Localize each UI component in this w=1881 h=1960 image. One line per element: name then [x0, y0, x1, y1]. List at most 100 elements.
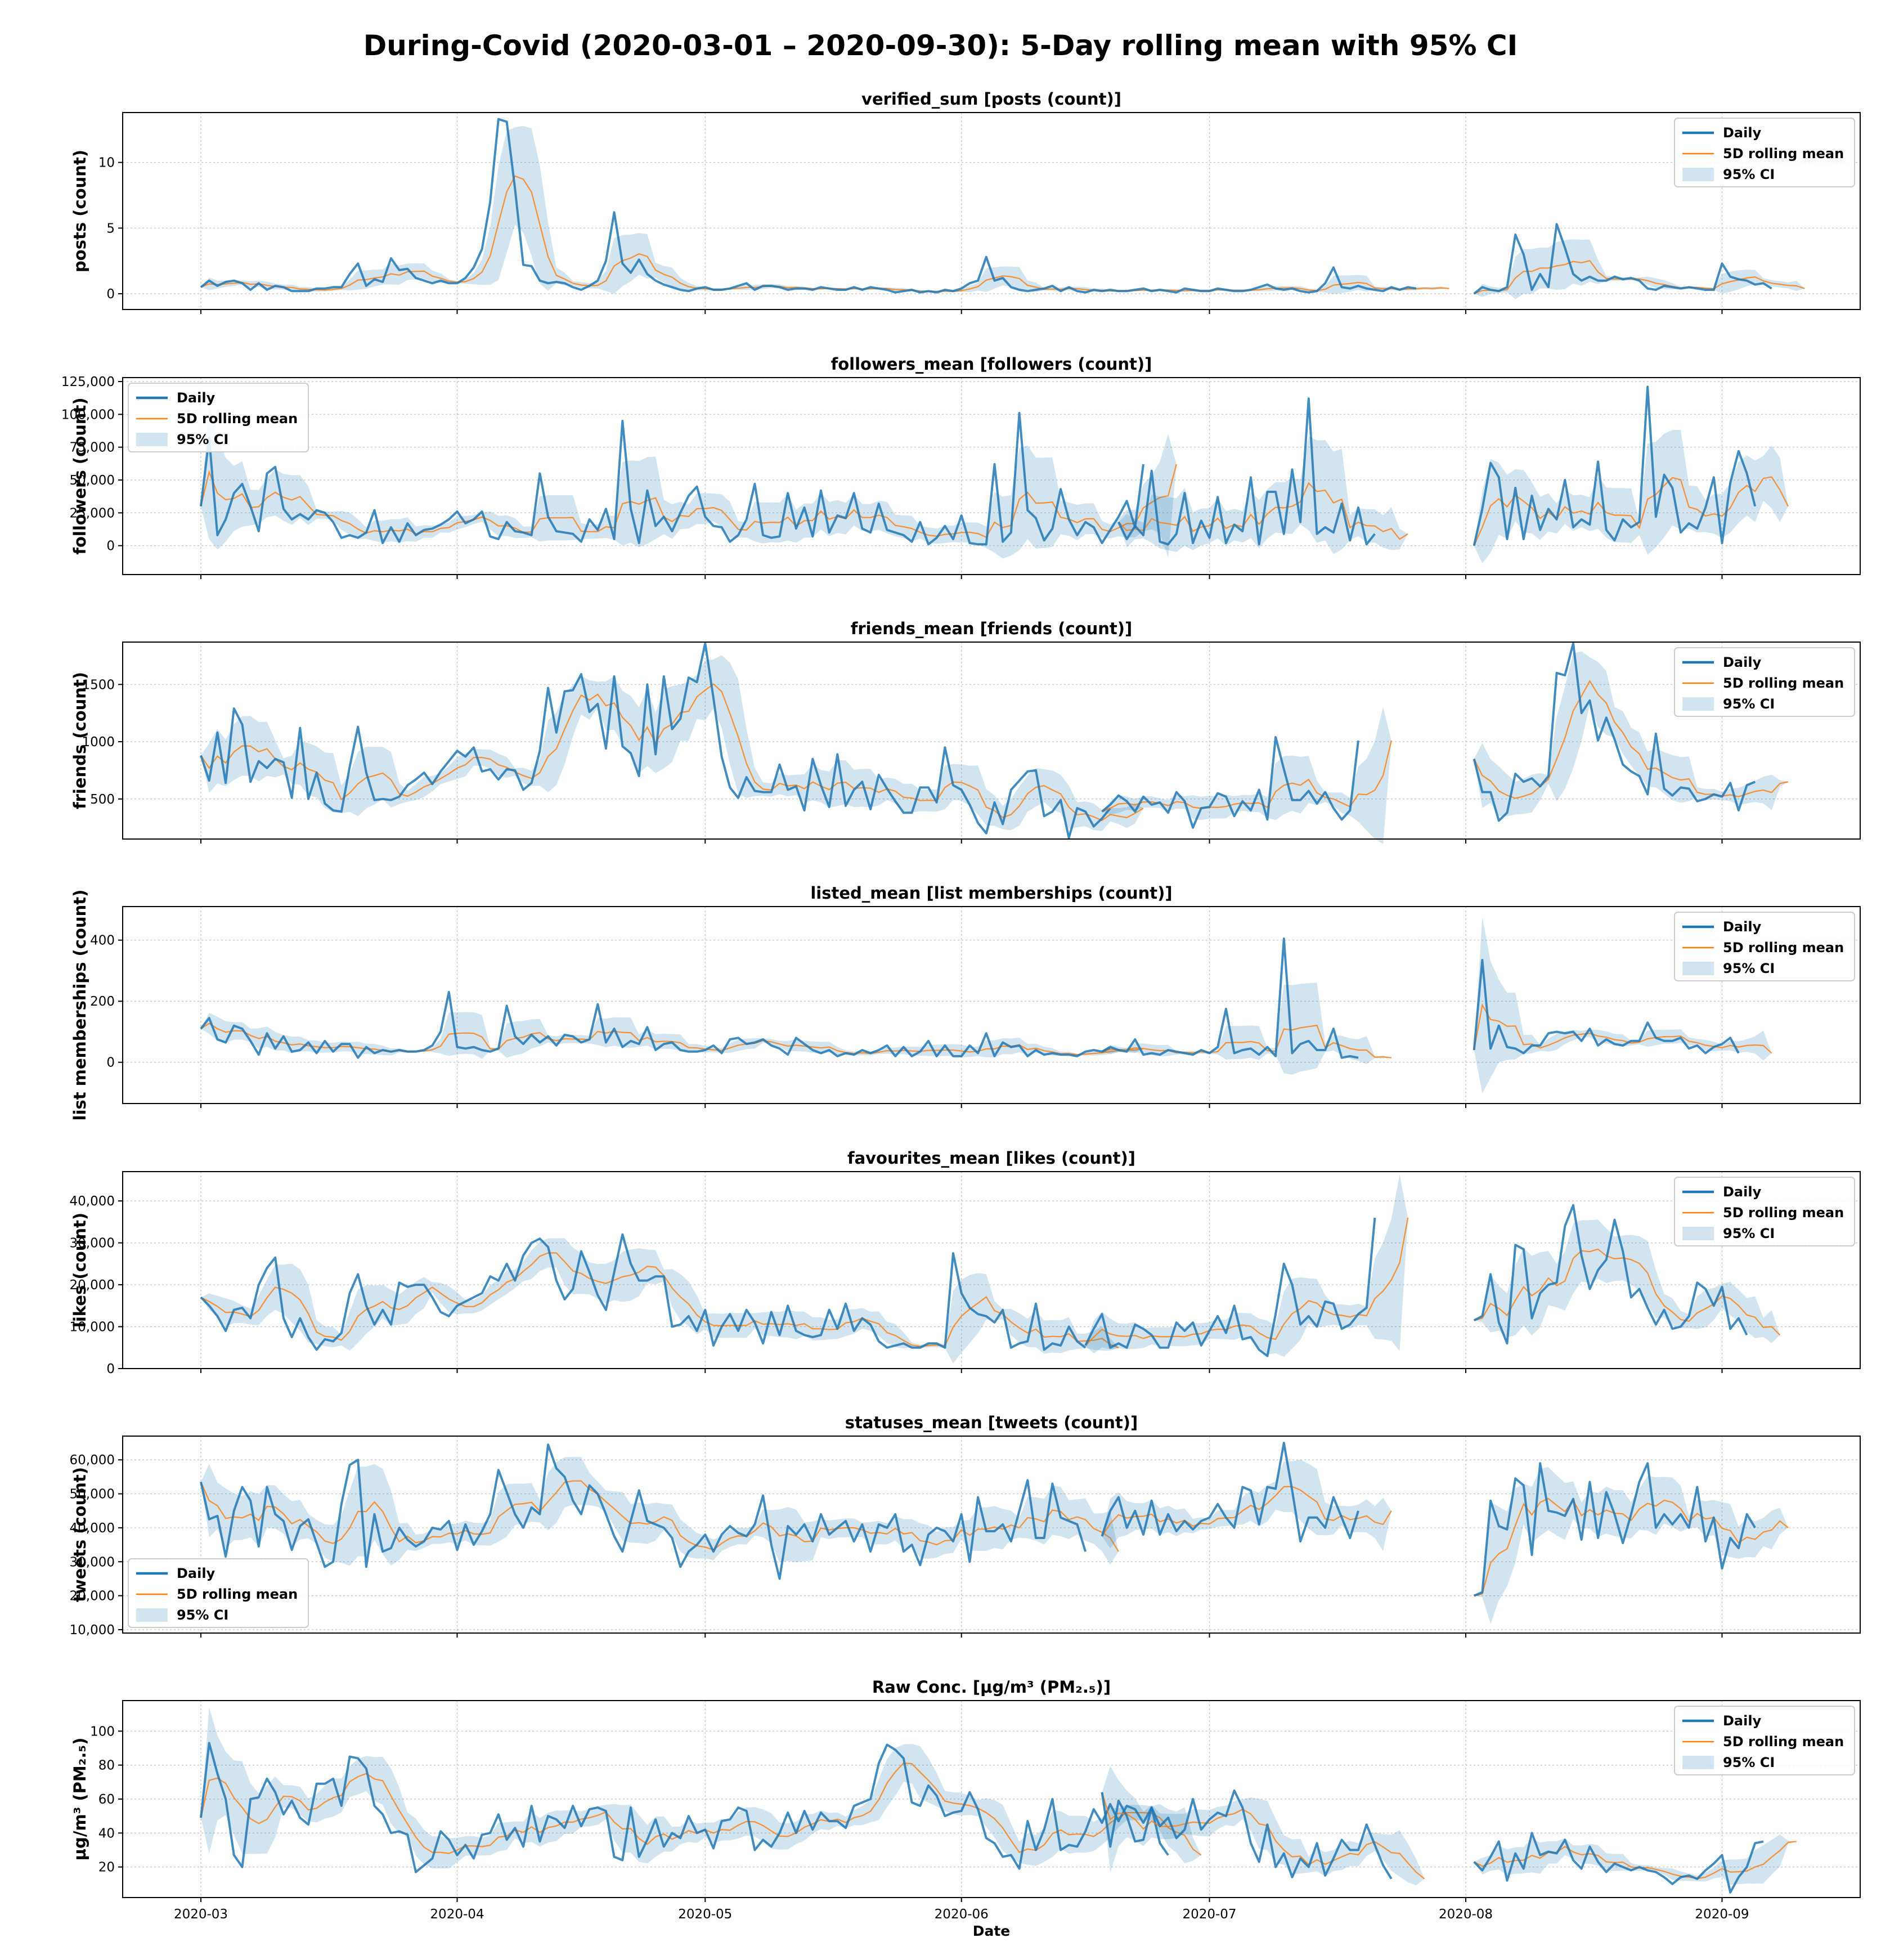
legend-daily-label: Daily [1723, 1713, 1762, 1729]
y-tick-label: 0 [106, 1362, 115, 1376]
y-tick-label: 1000 [82, 735, 115, 750]
rolling-mean-line [1101, 1792, 1425, 1880]
y-axis-label: friends (count) [70, 672, 89, 809]
y-tick-label: 500 [90, 792, 115, 807]
y-tick-label: 40,000 [70, 1194, 115, 1209]
ci-band [1474, 1467, 1788, 1624]
y-tick-label: 20,000 [70, 1589, 115, 1604]
plot-frame [122, 377, 1861, 575]
ci-band [201, 1457, 1119, 1566]
rolling-mean-line [1473, 476, 1789, 546]
y-tick-label: 0 [106, 287, 115, 302]
legend-rolling-label: 5D rolling mean [1723, 146, 1844, 162]
legend-rolling-label: 5D rolling mean [177, 1586, 298, 1602]
ci-band [1102, 1766, 1425, 1886]
daily-line [1473, 385, 1757, 546]
y-tick-label: 10,000 [70, 1623, 115, 1638]
ci-band [201, 1707, 1201, 1869]
legend: Daily 5D rolling mean 95% CI [1674, 1177, 1855, 1246]
panel-title: favourites_mean [likes (count)] [847, 1149, 1135, 1168]
ci-band [1474, 917, 1772, 1093]
legend-rolling-label: 5D rolling mean [1723, 1734, 1844, 1750]
y-tick-label: 200 [90, 994, 115, 1009]
y-tick-label: 10,000 [70, 1320, 115, 1335]
y-tick-label: 30,000 [70, 1236, 115, 1251]
rolling-mean-line [1474, 259, 1805, 295]
legend-ci-label: 95% CI [1723, 696, 1775, 712]
ci-band [1102, 707, 1391, 844]
legend-ci-label: 95% CI [1723, 961, 1775, 976]
chart-panel-1: 0 5 10 verified_sum [posts (count)] posts (c… [70, 89, 1861, 314]
chart-panel-2: 0 25,000 50,000 75,000 100,000 125,000 followe… [61, 355, 1861, 579]
daily-line [200, 412, 1144, 546]
panel-title: statuses_mean [tweets (count)] [845, 1413, 1138, 1432]
y-tick-label: 1500 [82, 678, 115, 692]
ci-band [1102, 983, 1391, 1075]
x-tick-label: 2020-09 [1695, 1907, 1749, 1922]
daily-line [1084, 1217, 1376, 1357]
legend-daily-label: Daily [1723, 919, 1762, 935]
y-tick-label: 60,000 [70, 1453, 115, 1468]
plot-frame [122, 642, 1861, 840]
legend: Daily 5D rolling mean 95% CI [1674, 912, 1855, 981]
y-axis-label: tweets (count) [70, 1467, 89, 1602]
rolling-mean-line [1473, 1003, 1772, 1054]
y-tick-label: 30,000 [70, 1555, 115, 1569]
plot-frame [122, 906, 1861, 1104]
chart-panel-3: 500 1000 1500 friends_mean [friends (count)… [70, 619, 1861, 844]
y-tick-label: 20 [98, 1860, 115, 1875]
legend-ci-swatch [1682, 1227, 1714, 1240]
chart-panel-4: 0 200 400 listed_mean [list memberships (co… [70, 883, 1861, 1121]
x-tick-label: 2020-08 [1439, 1907, 1493, 1922]
daily-line [1473, 959, 1740, 1055]
legend: Daily 5D rolling mean 95% CI [128, 383, 309, 452]
y-axis-label: likes (count) [70, 1213, 89, 1327]
daily-line [1117, 397, 1376, 546]
rolling-mean-line [1101, 1486, 1392, 1537]
x-tick-label: 2020-07 [1182, 1907, 1236, 1922]
daily-line [1473, 1832, 1764, 1894]
y-axis-label: list memberships (count) [70, 890, 89, 1121]
chart-panel-6: 10,000 20,000 30,000 40,000 50,000 60,000 stat… [70, 1413, 1861, 1638]
legend-ci-label: 95% CI [177, 1607, 228, 1623]
ci-band [201, 1012, 1143, 1059]
legend-box [128, 383, 309, 452]
panel-title: friends_mean [friends (count)] [851, 619, 1132, 638]
y-tick-label: 40 [98, 1826, 115, 1841]
daily-line [1101, 735, 1359, 829]
ci-band [201, 405, 1177, 559]
legend-box [1674, 647, 1855, 717]
ci-band [201, 655, 1143, 831]
ci-band [1474, 239, 1805, 299]
daily-line [200, 1443, 1087, 1580]
daily-line [1473, 223, 1772, 295]
legend-ci-label: 95% CI [177, 432, 228, 447]
y-axis-label: posts (count) [70, 150, 89, 272]
legend-ci-label: 95% CI [1723, 1755, 1775, 1770]
x-tick-label: 2020-06 [935, 1907, 989, 1922]
legend-rolling-label: 5D rolling mean [1723, 1205, 1844, 1221]
legend-ci-swatch [1682, 697, 1714, 711]
y-tick-label: 60 [98, 1792, 115, 1807]
legend: Daily 5D rolling mean 95% CI [128, 1558, 309, 1628]
legend-daily-label: Daily [1723, 1184, 1762, 1200]
y-tick-label: 50,000 [70, 1487, 115, 1502]
panel-title: followers_mean [followers (count)] [831, 355, 1152, 374]
legend-daily-label: Daily [1723, 654, 1762, 670]
rolling-mean-line [200, 1252, 1119, 1348]
legend-daily-label: Daily [1723, 125, 1762, 141]
y-tick-label: 0 [106, 1056, 115, 1070]
daily-line [1101, 938, 1359, 1059]
legend-ci-swatch [1682, 1756, 1714, 1769]
ci-band [1474, 429, 1788, 563]
chart-panel-5: 0 10,000 20,000 30,000 40,000 favourites_mean… [70, 1149, 1861, 1376]
ci-band [1474, 651, 1788, 817]
legend-ci-swatch [136, 433, 168, 446]
legend-rolling-label: 5D rolling mean [1723, 940, 1844, 956]
legend-box [1674, 1177, 1855, 1246]
legend-rolling-label: 5D rolling mean [177, 411, 298, 427]
y-tick-label: 50,000 [70, 473, 115, 488]
chart-panel-7: 20 40 60 80 100 Raw Conc. [µg/m³ (PM₂.₅)] µg/m… [70, 1678, 1861, 1902]
daily-line [1473, 642, 1756, 822]
